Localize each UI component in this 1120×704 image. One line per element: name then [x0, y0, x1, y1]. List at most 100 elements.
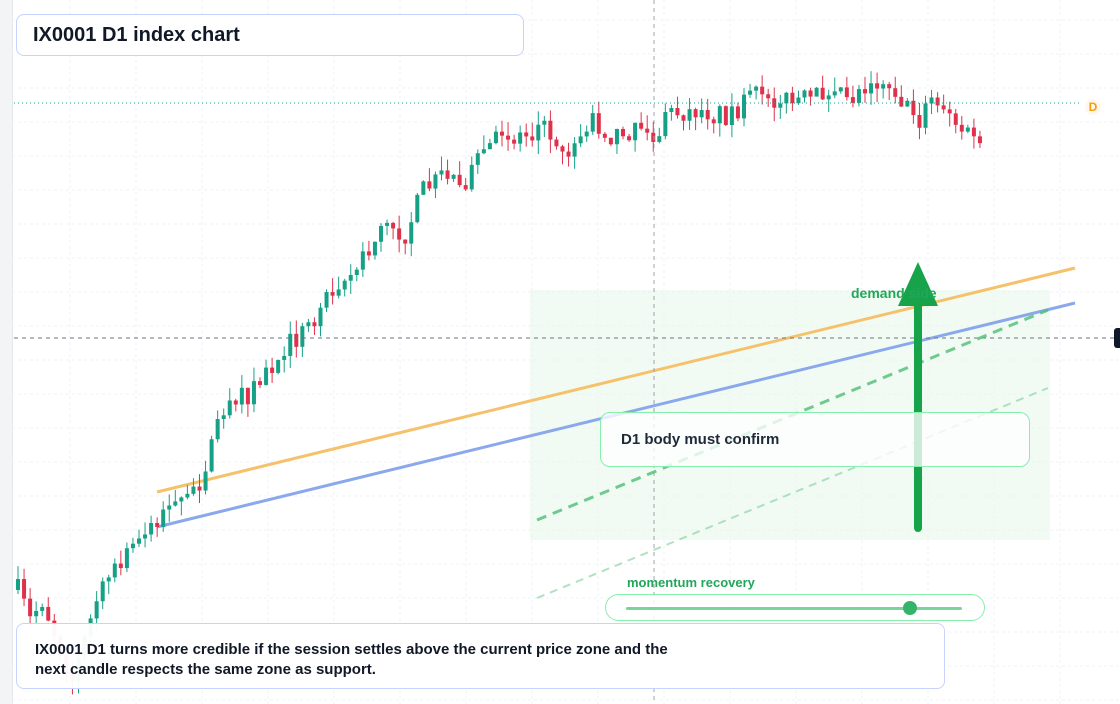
- candle-down: [118, 563, 123, 569]
- candle-down: [681, 115, 686, 121]
- momentum-label: momentum recovery: [627, 575, 755, 590]
- candle-up: [288, 333, 293, 356]
- candle-down: [245, 387, 250, 405]
- candle-down: [863, 89, 867, 94]
- candle-up: [699, 110, 704, 118]
- candle-up: [633, 122, 638, 141]
- candle-down: [330, 292, 335, 296]
- candle-up: [584, 131, 589, 137]
- candle-up: [130, 543, 135, 549]
- candle-down: [675, 107, 680, 116]
- candle-up: [276, 359, 281, 373]
- candle-down: [28, 598, 33, 617]
- candle-down: [820, 87, 825, 100]
- candle-up: [856, 89, 861, 103]
- candle-up: [318, 307, 323, 327]
- candle-up: [784, 92, 789, 104]
- candle-up: [149, 522, 154, 535]
- candle-up: [814, 87, 819, 97]
- candle-down: [723, 106, 728, 126]
- candle-up: [348, 275, 353, 281]
- candle-up: [227, 400, 232, 416]
- analysis-note: IX0001 D1 turns more credible if the ses…: [16, 623, 945, 689]
- candle-down: [766, 94, 771, 99]
- candle-down: [457, 174, 462, 186]
- momentum-slider-line: [626, 607, 962, 610]
- candle-up: [778, 103, 783, 108]
- candle-up: [185, 493, 190, 498]
- candle-up: [137, 538, 141, 544]
- candle-up: [802, 90, 807, 98]
- candle-up: [869, 83, 874, 94]
- candle-up: [179, 497, 184, 502]
- candle-up: [590, 113, 595, 132]
- candle-up: [324, 292, 329, 308]
- momentum-slider-knob[interactable]: [902, 601, 917, 615]
- candle-up: [124, 548, 129, 569]
- candle-down: [875, 83, 880, 89]
- candle-down: [506, 135, 511, 140]
- candle-down: [608, 137, 613, 145]
- candle-up: [209, 439, 214, 472]
- candle-up: [143, 534, 148, 539]
- candle-down: [366, 251, 371, 256]
- candle-up: [832, 91, 837, 96]
- candle-up: [167, 505, 172, 510]
- candle-up: [421, 181, 426, 195]
- candle-up: [748, 90, 753, 95]
- candle-up: [16, 579, 20, 590]
- candle-up: [34, 610, 39, 617]
- candle-down: [530, 136, 535, 141]
- candle-down: [566, 151, 571, 157]
- candle-down: [911, 100, 916, 116]
- analysis-note-text: IX0001 D1 turns more credible if the ses…: [35, 641, 668, 678]
- confirm-callout-text: D1 body must confirm: [621, 431, 780, 448]
- candle-down: [917, 115, 922, 128]
- demand-zone-label: demand side: [851, 285, 937, 301]
- candle-up: [657, 136, 662, 142]
- candle-up: [203, 471, 208, 491]
- candle-up: [306, 322, 311, 327]
- candle-down: [512, 139, 517, 144]
- candle-down: [705, 110, 710, 120]
- candle-up: [112, 563, 117, 578]
- candle-down: [560, 146, 565, 152]
- candle-down: [627, 136, 632, 141]
- candle-up: [838, 87, 843, 92]
- candle-down: [887, 84, 892, 89]
- candle-down: [959, 124, 964, 132]
- candle-up: [239, 387, 244, 405]
- candle-up: [161, 509, 166, 527]
- candle-up: [572, 143, 577, 157]
- candle-up: [451, 174, 456, 179]
- candle-down: [693, 109, 698, 118]
- candle-up: [385, 222, 390, 226]
- candle-up: [106, 577, 111, 582]
- candle-up: [439, 170, 444, 175]
- candle-up: [372, 241, 377, 256]
- candle-up: [536, 124, 541, 141]
- candle-down: [46, 606, 51, 621]
- candle-up: [475, 153, 480, 165]
- candle-up: [542, 120, 547, 125]
- candle-up: [379, 225, 383, 242]
- candle-down: [270, 367, 275, 373]
- momentum-slider[interactable]: [605, 594, 985, 621]
- candle-up: [415, 194, 420, 223]
- timeframe-badge[interactable]: D: [1085, 99, 1101, 115]
- candle-down: [947, 109, 952, 114]
- candle-down: [427, 181, 432, 189]
- candle-up: [251, 381, 256, 405]
- candle-up: [881, 84, 886, 89]
- candle-up: [354, 269, 359, 276]
- candle-up: [433, 174, 438, 189]
- candle-down: [971, 127, 976, 137]
- candle-up: [342, 280, 347, 290]
- candle-up: [742, 94, 746, 119]
- candle-up: [481, 149, 486, 154]
- candle-down: [850, 97, 855, 103]
- candle-down: [977, 136, 982, 144]
- candle-up: [40, 606, 45, 611]
- candle-up: [487, 143, 492, 150]
- candle-up: [518, 132, 523, 144]
